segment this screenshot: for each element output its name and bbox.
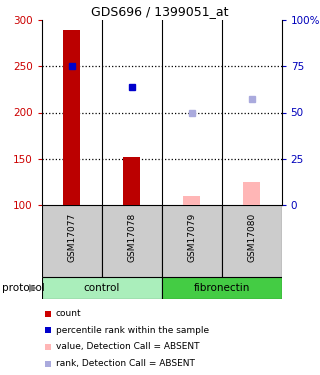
Bar (42, 205, 102, 277)
Bar (243, 182, 260, 205)
Bar (162, 277, 282, 299)
Text: GSM17080: GSM17080 (247, 213, 256, 262)
Bar (162, 205, 222, 277)
Text: value, Detection Call = ABSENT: value, Detection Call = ABSENT (56, 342, 199, 351)
Text: ▶: ▶ (29, 283, 38, 293)
Bar (123, 157, 140, 205)
Text: GDS696 / 1399051_at: GDS696 / 1399051_at (91, 5, 229, 18)
Text: protocol: protocol (2, 283, 44, 293)
Bar (63, 30, 80, 205)
Text: GSM17078: GSM17078 (127, 213, 136, 262)
Bar (183, 196, 200, 205)
Text: count: count (56, 309, 81, 318)
Text: GSM17079: GSM17079 (187, 213, 196, 262)
Bar (102, 205, 162, 277)
Bar (222, 205, 282, 277)
Text: GSM17077: GSM17077 (67, 213, 76, 262)
Text: percentile rank within the sample: percentile rank within the sample (56, 326, 209, 335)
Text: fibronectin: fibronectin (193, 283, 250, 293)
Text: control: control (84, 283, 120, 293)
Text: rank, Detection Call = ABSENT: rank, Detection Call = ABSENT (56, 359, 195, 368)
Bar (42, 277, 162, 299)
